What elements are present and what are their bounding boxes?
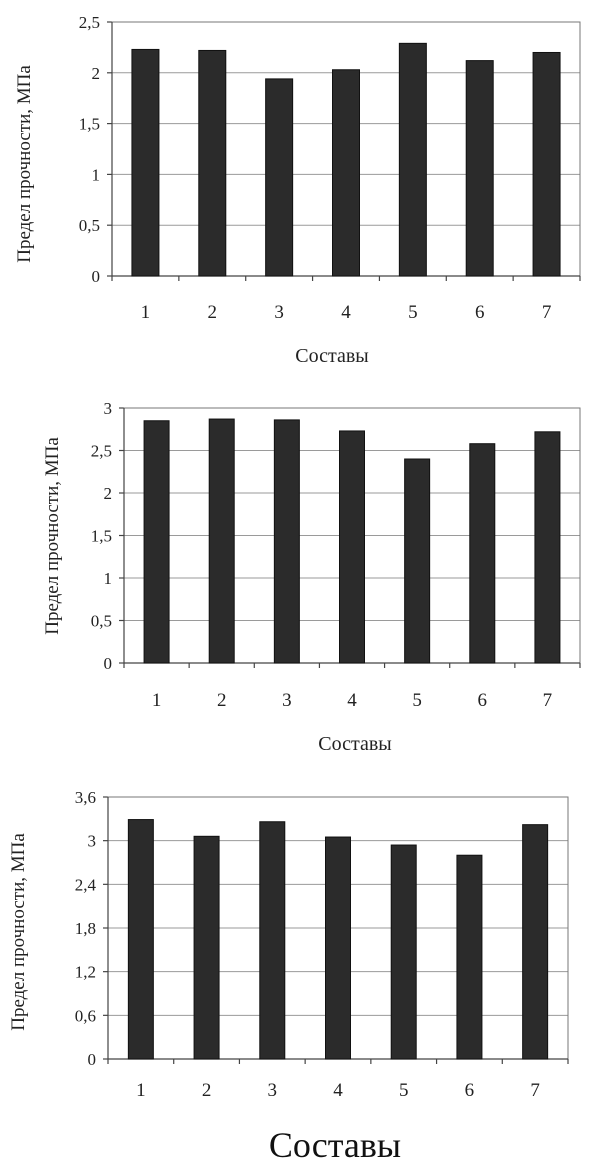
chart-1-x-tick-label: 6 [475, 302, 485, 323]
chart-3-y-tick-label: 0 [88, 1050, 97, 1069]
chart-1-bar-3 [265, 78, 294, 277]
chart-3-x-tick-label: 1 [136, 1080, 146, 1101]
chart-3-x-tick-label: 4 [333, 1080, 343, 1101]
chart-3-y-tick-label: 1,2 [75, 963, 96, 982]
chart-1-y-tick-label: 1 [92, 165, 101, 184]
chart-3-y-axis-label: Предел прочности, МПа [8, 833, 29, 1031]
chart-2-x-tick-label: 2 [217, 690, 227, 711]
chart-2-bar-4 [339, 430, 365, 664]
chart-2-y-tick-label: 2,5 [91, 442, 112, 461]
chart-2-y-tick-label: 1,5 [91, 527, 112, 546]
chart-2-y-axis-label: Предел прочности, МПа [42, 437, 63, 635]
chart-1-bar-1 [131, 48, 160, 277]
chart-3-y-tick-label: 3 [88, 832, 97, 851]
chart-3-x-tick-label: 2 [202, 1080, 212, 1101]
chart-3-x-tick-label: 3 [268, 1080, 278, 1101]
chart-2-bar-5 [404, 458, 431, 664]
chart-3: Предел прочности, МПа 0 0,6 1,2 1,8 2,4 3 3,6 1… [8, 788, 569, 1165]
chart-2-x-tick-label: 3 [282, 690, 292, 711]
chart-1-x-axis-label: Составы [295, 345, 368, 367]
chart-3-x-tick-label: 7 [530, 1080, 540, 1101]
chart-1-bar-2 [198, 49, 227, 277]
chart-3-y-tick-label: 0,6 [75, 1006, 96, 1025]
chart-3-bar-5 [390, 844, 417, 1060]
chart-1-bar-4 [332, 69, 360, 277]
chart-3-bar-4 [325, 836, 351, 1060]
chart-2-x-tick-label: 4 [347, 690, 357, 711]
chart-2-bar-7 [534, 431, 561, 664]
chart-3-y-tick-label: 2,4 [75, 875, 97, 894]
chart-3-y-tick-label: 1,8 [75, 919, 96, 938]
chart-1-bar-6 [465, 60, 494, 277]
chart-1-y-tick-label: 0,5 [79, 216, 100, 235]
chart-3-bar-7 [522, 824, 549, 1060]
chart-3-x-tick-label: 5 [399, 1080, 409, 1101]
chart-1-x-tick-label: 4 [341, 302, 351, 323]
chart-3-y-tick-label: 3,6 [75, 788, 96, 807]
chart-1-y-tick-label: 2 [92, 64, 101, 83]
chart-2-y-tick-label: 0,5 [91, 612, 112, 631]
chart-2-plot-area: 0 0,5 1 1,5 2 2,5 3 1 2 3 4 5 6 7 [91, 399, 581, 711]
chart-1-y-tick-label: 0 [92, 267, 101, 286]
chart-2-x-tick-label: 5 [412, 690, 422, 711]
chart-3-bar-3 [259, 821, 286, 1060]
chart-2-y-tick-label: 2 [104, 484, 113, 503]
chart-2-y-tick-label: 0 [104, 654, 113, 673]
chart-2-y-tick-label: 3 [104, 399, 113, 418]
chart-1-bar-5 [398, 42, 427, 277]
chart-2-bar-3 [273, 419, 300, 664]
chart-3-plot-area: 0 0,6 1,2 1,8 2,4 3 3,6 1 2 3 4 5 6 7 [75, 788, 569, 1101]
chart-3-bar-2 [193, 835, 220, 1060]
chart-2-x-tick-label: 1 [152, 690, 162, 711]
chart-1-x-tick-label: 1 [141, 302, 151, 323]
chart-2-x-axis-label: Составы [318, 733, 391, 755]
chart-2-bar-2 [208, 418, 235, 664]
chart-1-bar-7 [532, 51, 561, 277]
chart-1-y-tick-label: 1,5 [79, 115, 100, 134]
chart-2-bar-6 [469, 443, 496, 664]
chart-2-y-tick-label: 1 [104, 569, 113, 588]
chart-1-x-tick-label: 7 [542, 302, 552, 323]
chart-1-x-tick-label: 2 [208, 302, 218, 323]
chart-2-x-tick-label: 6 [478, 690, 488, 711]
chart-1-y-tick-label: 2,5 [79, 13, 100, 32]
chart-3-bar-6 [456, 854, 483, 1060]
chart-2-x-tick-label: 7 [543, 690, 553, 711]
chart-3-bar-1 [127, 819, 154, 1060]
chart-1-plot-area: 0 0,5 1 1,5 2 2,5 1 2 3 4 5 6 7 [79, 13, 581, 323]
chart-2-bar-1 [143, 420, 170, 664]
chart-1-y-axis-label: Предел прочности, МПа [14, 65, 35, 263]
chart-3-x-tick-label: 6 [465, 1080, 475, 1101]
chart-1-x-tick-label: 5 [408, 302, 418, 323]
chart-1-x-tick-label: 3 [274, 302, 284, 323]
chart-2: Предел прочности, МПа 0 0,5 1 1,5 2 2,5 3 1 2 3 4 5… [42, 399, 581, 755]
chart-1: Предел прочности, МПа 0 0,5 1 1,5 2 2,5 1 2 3 4 5 6… [14, 13, 581, 367]
chart-3-x-axis-label: Составы [269, 1125, 401, 1165]
